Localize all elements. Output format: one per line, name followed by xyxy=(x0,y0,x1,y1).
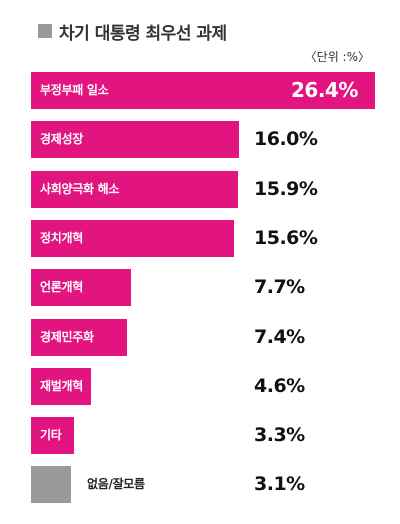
bar-value-0: 26.4% xyxy=(291,78,358,102)
bar-value-3: 15.6% xyxy=(254,227,318,249)
bar-value-8: 3.1% xyxy=(254,473,305,495)
bar-label-1: 경제성장 xyxy=(40,132,83,146)
bar-8 xyxy=(31,466,71,503)
bar-value-5: 7.4% xyxy=(254,326,305,348)
bar-5 xyxy=(31,319,127,356)
chart-title-row: 차기 대통령 최우선 과제 xyxy=(38,20,227,44)
bar-value-6: 4.6% xyxy=(254,375,305,397)
title-square-icon xyxy=(38,24,52,38)
bar-value-7: 3.3% xyxy=(254,424,305,446)
bar-1 xyxy=(31,121,239,158)
bar-label-6: 재벌개혁 xyxy=(40,379,83,393)
bar-7 xyxy=(31,417,74,454)
bar-6 xyxy=(31,368,91,405)
bar-2 xyxy=(31,171,238,208)
bar-3 xyxy=(31,220,234,257)
bar-label-5: 경제민주화 xyxy=(40,330,94,344)
bar-label-3: 정치개혁 xyxy=(40,231,83,245)
bar-label-8: 없음/잘모름 xyxy=(87,477,145,491)
bar-label-2: 사회양극화 해소 xyxy=(40,182,120,196)
unit-label: 〈단위 :%〉 xyxy=(304,50,370,64)
bar-label-0: 부정부패 일소 xyxy=(40,83,109,97)
bar-label-7: 기타 xyxy=(40,428,62,442)
bar-value-2: 15.9% xyxy=(254,178,318,200)
bar-label-4: 언론개혁 xyxy=(40,280,83,294)
bar-4 xyxy=(31,269,131,306)
bar-value-4: 7.7% xyxy=(254,276,305,298)
bar-0 xyxy=(31,72,375,109)
chart-title: 차기 대통령 최우선 과제 xyxy=(59,23,227,44)
bar-value-1: 16.0% xyxy=(254,128,318,150)
